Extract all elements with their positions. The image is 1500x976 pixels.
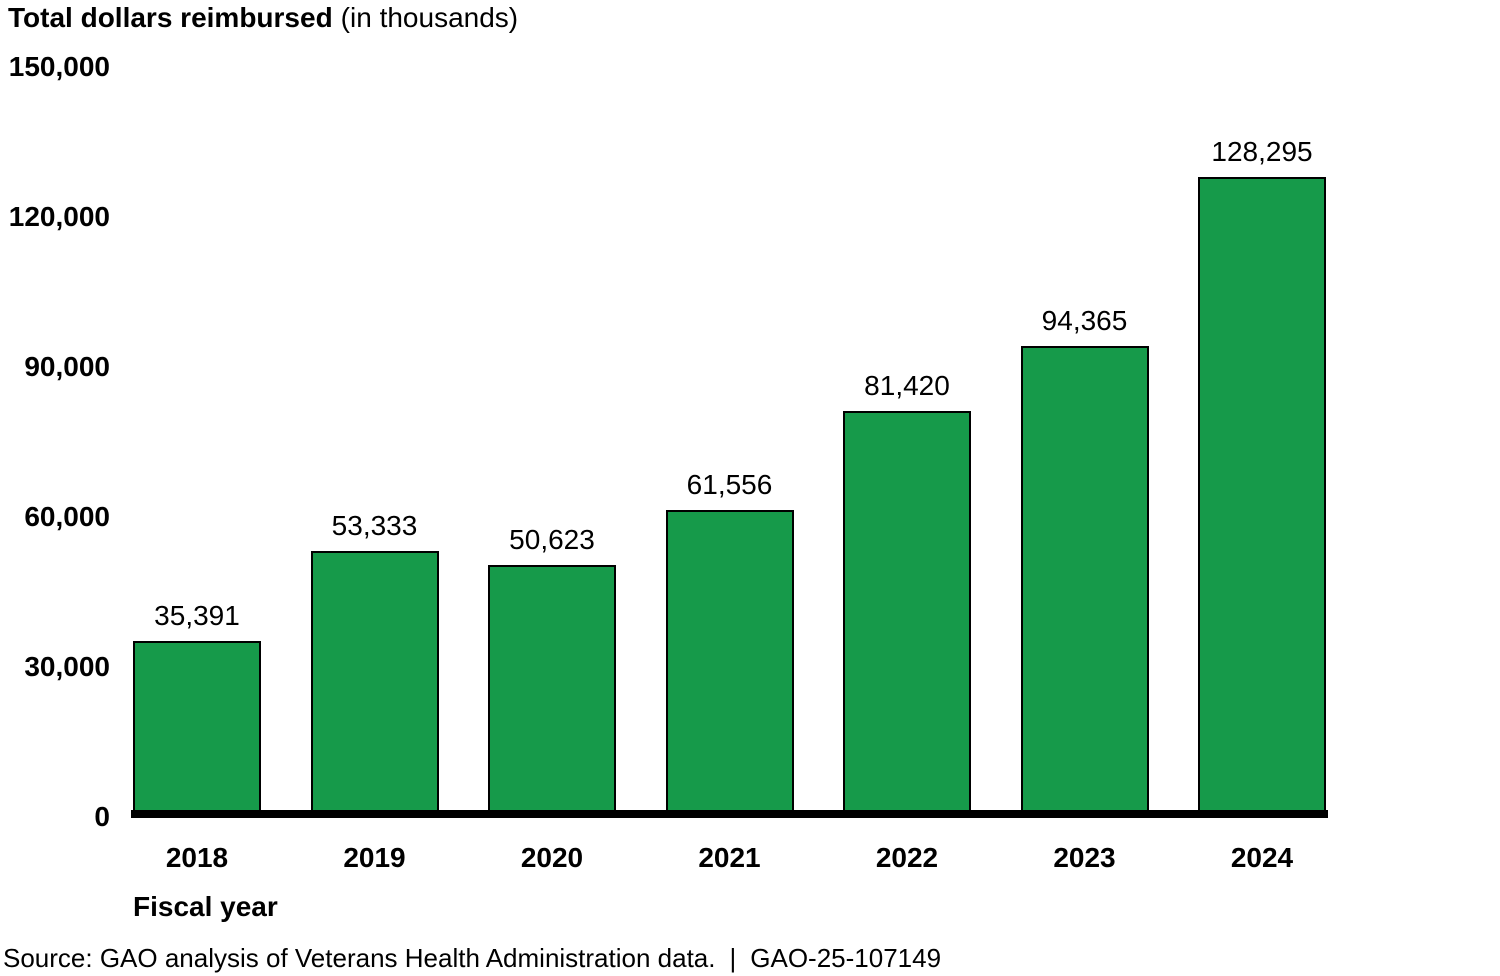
- source-note: Source: GAO analysis of Veterans Health …: [3, 942, 941, 974]
- bar-value-label: 81,420: [864, 369, 950, 401]
- y-axis-tick-label: 30,000: [24, 651, 110, 682]
- x-axis-tick-label: 2024: [1230, 842, 1294, 873]
- chart-title-main: Total dollars reimbursed: [8, 2, 333, 33]
- bar-value-label: 61,556: [686, 469, 773, 501]
- bar-value-label: 53,333: [331, 510, 418, 542]
- bar-value-label: 128,295: [1211, 135, 1313, 167]
- bar-value-label: 35,391: [154, 600, 240, 632]
- x-axis-tick-label: 2023: [1053, 842, 1116, 873]
- source-text: Source: GAO analysis of Veterans Health …: [3, 943, 716, 973]
- chart-title-subtitle: (in thousands): [340, 2, 519, 33]
- bar-value-label: 50,623: [509, 523, 595, 555]
- bar: [488, 564, 616, 818]
- y-axis-tick-label: 90,000: [24, 351, 110, 382]
- x-axis-tick-label: 2019: [343, 842, 406, 873]
- x-axis-title: Fiscal year: [133, 891, 278, 922]
- y-axis-tick-label: 120,000: [8, 201, 110, 232]
- x-axis-tick-label: 2021: [698, 842, 761, 873]
- x-axis-tick-label: 2018: [165, 842, 229, 873]
- bar: [1020, 346, 1149, 818]
- y-axis-tick-label: 0: [94, 801, 110, 832]
- bar: [665, 510, 794, 818]
- chart-title: Total dollars reimbursed (in thousands): [8, 2, 518, 34]
- bar: [133, 641, 261, 818]
- bar-value-label: 94,365: [1041, 305, 1128, 337]
- bar: [843, 410, 971, 818]
- x-axis-tick-label: 2022: [875, 842, 939, 873]
- source-separator: |: [729, 943, 737, 973]
- y-axis-tick-label: 150,000: [8, 51, 110, 82]
- bar: [1198, 176, 1326, 818]
- bar: [310, 551, 439, 818]
- x-axis-tick-label: 2020: [520, 842, 584, 873]
- y-axis-tick-label: 60,000: [24, 501, 110, 532]
- report-number: GAO-25-107149: [750, 943, 942, 973]
- x-axis-line: [131, 810, 1328, 818]
